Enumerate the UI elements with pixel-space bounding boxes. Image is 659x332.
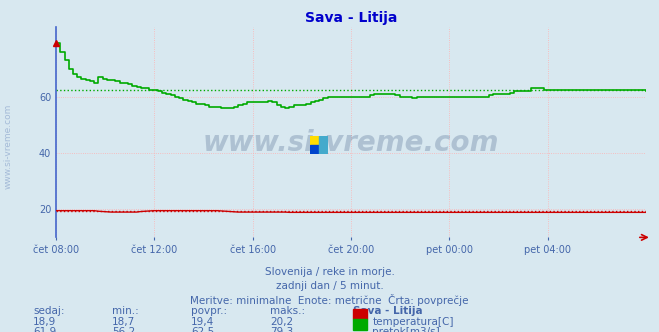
Text: Meritve: minimalne  Enote: metrične  Črta: povprečje: Meritve: minimalne Enote: metrične Črta:…: [190, 294, 469, 306]
Title: Sava - Litija: Sava - Litija: [304, 11, 397, 25]
Text: www.si-vreme.com: www.si-vreme.com: [3, 103, 13, 189]
Text: 18,7: 18,7: [112, 317, 135, 327]
Text: www.si-vreme.com: www.si-vreme.com: [203, 128, 499, 156]
Text: 56,2: 56,2: [112, 327, 135, 332]
Bar: [310, 145, 319, 154]
Text: 18,9: 18,9: [33, 317, 56, 327]
Text: zadnji dan / 5 minut.: zadnji dan / 5 minut.: [275, 281, 384, 290]
Text: 61,9: 61,9: [33, 327, 56, 332]
Text: Slovenija / reke in morje.: Slovenija / reke in morje.: [264, 267, 395, 277]
Text: 20,2: 20,2: [270, 317, 293, 327]
Text: sedaj:: sedaj:: [33, 306, 65, 316]
Bar: [319, 136, 328, 154]
Text: povpr.:: povpr.:: [191, 306, 227, 316]
Text: 79,3: 79,3: [270, 327, 293, 332]
Text: 62,5: 62,5: [191, 327, 214, 332]
Text: pretok[m3/s]: pretok[m3/s]: [372, 327, 440, 332]
Text: temperatura[C]: temperatura[C]: [372, 317, 454, 327]
Bar: [310, 136, 319, 145]
Text: maks.:: maks.:: [270, 306, 305, 316]
Text: min.:: min.:: [112, 306, 139, 316]
Text: 19,4: 19,4: [191, 317, 214, 327]
Text: Sava - Litija: Sava - Litija: [353, 306, 422, 316]
